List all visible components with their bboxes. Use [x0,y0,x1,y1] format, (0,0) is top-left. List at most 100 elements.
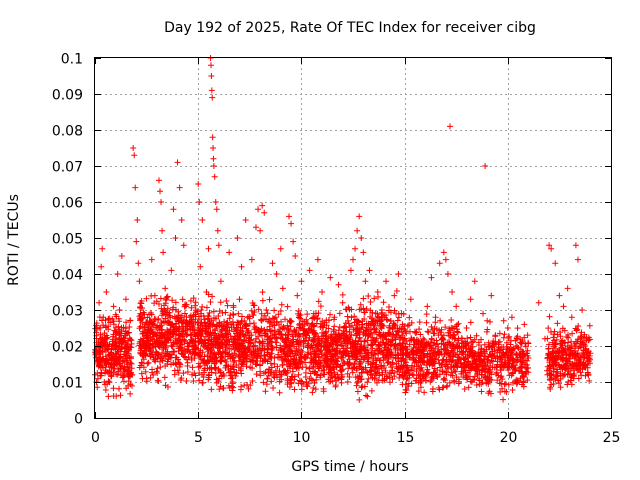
y-tick-label: 0.07 [52,160,83,176]
data-point [460,348,467,355]
data-point [325,317,332,324]
data-point [523,350,530,357]
data-point [263,381,270,388]
data-point [304,311,311,318]
data-point [461,355,468,362]
data-point [195,338,202,345]
data-point [429,362,436,369]
data-point [163,335,170,342]
data-point [506,333,513,340]
data-point [321,349,328,356]
data-point [238,318,245,325]
data-point [257,347,264,354]
data-point [271,331,278,338]
data-point [483,380,490,387]
data-point [507,341,514,348]
data-point [359,383,366,390]
data-point [123,319,130,326]
data-point [332,361,339,368]
data-point [406,341,413,348]
data-point [455,357,462,364]
data-point [408,336,415,343]
data-point [312,342,319,349]
data-point [435,384,442,391]
data-point [294,338,301,345]
data-point [222,339,229,346]
data-point [498,373,505,380]
data-point [396,335,403,342]
data-point [362,327,369,334]
data-point [275,321,282,328]
data-point [136,325,143,332]
data-point [102,370,109,377]
data-point [440,346,447,353]
data-point [192,302,199,309]
data-point [181,337,188,344]
data-point [219,309,226,316]
data-point [97,372,104,379]
data-point [336,310,343,317]
data-point [265,366,272,373]
data-point [442,369,449,376]
data-point [239,343,246,350]
data-point [143,295,150,302]
data-point [171,371,178,378]
data-point [469,343,476,350]
data-point [369,345,376,352]
data-point [188,304,195,311]
data-point [149,369,156,376]
data-point [477,352,484,359]
data-point [253,371,260,378]
data-point [208,386,215,393]
data-point [281,325,288,332]
data-point [423,362,430,369]
data-point [448,347,455,354]
data-point [137,345,144,352]
data-point [439,336,446,343]
data-point [268,355,275,362]
data-point [238,383,245,390]
data-point [165,318,172,325]
data-point [465,384,472,391]
data-point [285,329,292,336]
data-point [113,334,120,341]
data-point [356,373,363,380]
data-point [461,385,468,392]
data-point [137,317,144,324]
data-point [278,318,285,325]
data-point [137,338,144,345]
data-point [173,314,180,321]
data-point [287,349,294,356]
data-point [98,369,105,376]
data-point [276,329,283,336]
data-point [409,371,416,378]
data-point [234,332,241,339]
data-point [223,297,230,304]
data-point [137,305,144,312]
data-point [206,357,213,364]
data-point [320,385,327,392]
data-point [95,338,102,345]
data-point [348,332,355,339]
data-point [138,297,145,304]
data-point [217,332,224,339]
data-point [514,333,521,340]
data-point [278,301,285,308]
data-point [234,346,241,353]
data-point [354,379,361,386]
data-point [162,352,169,359]
data-point [338,379,345,386]
data-point [415,388,422,395]
data-point [399,365,406,372]
data-point [340,358,347,365]
data-point [391,373,398,380]
data-point [382,350,389,357]
data-point [455,376,462,383]
data-point [216,386,223,393]
data-point [287,319,294,326]
data-point [254,353,261,360]
data-point [408,319,415,326]
data-point [467,334,474,341]
data-point [128,344,135,351]
data-point [351,364,358,371]
